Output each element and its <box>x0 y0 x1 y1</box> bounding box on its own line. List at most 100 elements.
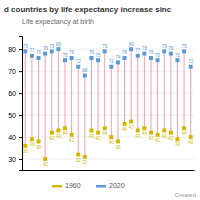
connector <box>84 76 85 157</box>
data-label: 79 <box>182 44 188 49</box>
point <box>136 128 140 132</box>
data-label: 72 <box>109 59 115 64</box>
y-tick: 60 <box>8 90 22 97</box>
point <box>149 131 153 135</box>
point <box>109 65 113 69</box>
y-tick-mark <box>19 115 22 116</box>
point <box>89 128 93 132</box>
point <box>43 157 47 161</box>
y-tick-mark <box>19 71 22 72</box>
data-label: 40 <box>188 140 194 145</box>
grid <box>22 49 194 159</box>
point <box>189 65 193 69</box>
point <box>83 155 87 159</box>
point <box>23 144 27 148</box>
point <box>63 126 67 130</box>
data-label: 76 <box>148 50 154 55</box>
data-label: 79 <box>102 44 108 49</box>
data-label: 43 <box>89 134 95 139</box>
point <box>83 74 87 78</box>
data-label: 47 <box>129 125 135 130</box>
connector <box>157 60 158 135</box>
y-tick-label: 40 <box>8 134 16 141</box>
y-tick-mark <box>19 49 22 50</box>
point <box>23 49 27 53</box>
point <box>142 52 146 56</box>
data-label: 42 <box>168 136 174 141</box>
point <box>37 139 41 143</box>
data-label: 43 <box>135 134 141 139</box>
connector <box>78 67 79 155</box>
data-label: 79 <box>23 44 29 49</box>
data-label: 44 <box>102 131 108 136</box>
connector <box>98 60 99 132</box>
point <box>136 54 140 58</box>
connector <box>91 58 92 130</box>
subtitle: Life expectancy at birth <box>22 18 94 26</box>
annotation: Created <box>175 192 196 198</box>
data-label: 76 <box>36 50 42 55</box>
connector <box>124 58 125 124</box>
point <box>129 120 133 124</box>
point <box>189 135 193 139</box>
point <box>162 49 166 53</box>
title: d countries by life expectancy increase … <box>4 5 172 14</box>
data-label: 38 <box>115 145 121 150</box>
grid-line <box>22 71 194 72</box>
connector <box>104 51 105 128</box>
connector <box>177 60 178 139</box>
data-label: 39 <box>175 142 181 147</box>
connector <box>111 67 112 137</box>
data-label: 77 <box>29 48 35 53</box>
point <box>129 47 133 51</box>
connector <box>51 51 52 132</box>
data-label: 79 <box>162 44 168 49</box>
data-label: 75 <box>175 53 181 58</box>
data-label: 44 <box>142 131 148 136</box>
data-label: 74 <box>115 55 121 60</box>
data-label: 68 <box>82 68 88 73</box>
x-axis-line <box>23 170 195 171</box>
connector <box>151 58 152 133</box>
point <box>116 139 120 143</box>
y-tick-label: 80 <box>8 46 16 53</box>
connector <box>45 54 46 159</box>
y-tick-mark <box>19 159 22 160</box>
data-label: 43 <box>162 134 168 139</box>
y-tick-label: 70 <box>8 68 16 75</box>
point <box>149 56 153 60</box>
data-label: 78 <box>142 46 148 51</box>
y-tick: 40 <box>8 134 22 141</box>
point <box>70 133 74 137</box>
data-label: 75 <box>96 53 102 58</box>
connector <box>38 58 39 141</box>
point <box>56 128 60 132</box>
point <box>63 58 67 62</box>
point <box>116 60 120 64</box>
data-label: 80 <box>56 42 62 47</box>
data-label: 32 <box>76 158 82 163</box>
data-label: 78 <box>43 46 49 51</box>
grid-line <box>22 115 194 116</box>
point <box>76 153 80 157</box>
point <box>56 47 60 51</box>
point <box>142 126 146 130</box>
point <box>162 128 166 132</box>
data-label: 76 <box>89 50 95 55</box>
connector <box>184 51 185 128</box>
point <box>103 126 107 130</box>
point <box>109 135 113 139</box>
point <box>50 131 54 135</box>
point <box>182 126 186 130</box>
grid-line <box>22 159 194 160</box>
data-label: 79 <box>49 44 55 49</box>
connector <box>65 60 66 128</box>
data-label: 42 <box>96 136 102 141</box>
point <box>70 56 74 60</box>
connector <box>71 58 72 135</box>
point <box>30 54 34 58</box>
data-label: 31 <box>82 160 88 165</box>
point <box>96 131 100 135</box>
data-label: 39 <box>29 142 35 147</box>
x-axis <box>23 170 195 171</box>
